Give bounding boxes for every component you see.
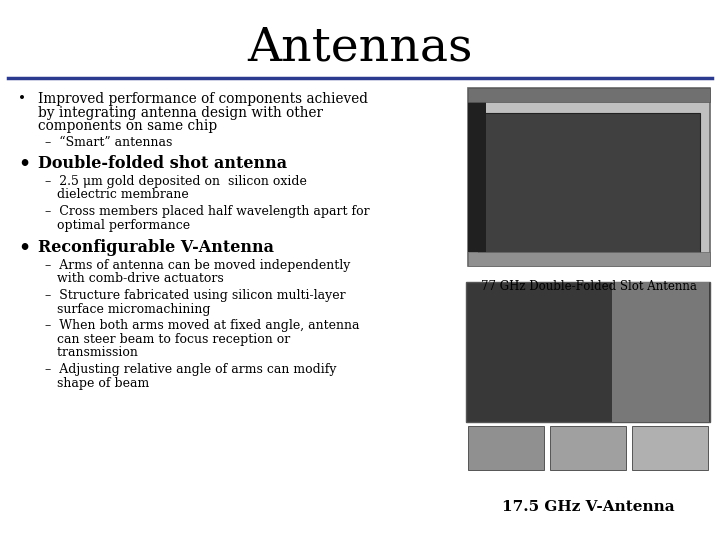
Text: Improved performance of components achieved: Improved performance of components achie… <box>38 92 368 106</box>
Text: 17.5 GHz V-Antenna: 17.5 GHz V-Antenna <box>502 500 675 514</box>
Bar <box>468 88 710 102</box>
Bar <box>550 426 626 470</box>
Text: transmission: transmission <box>45 347 138 360</box>
Bar <box>612 282 709 422</box>
Bar <box>478 113 700 261</box>
Text: –  “Smart” antennas: – “Smart” antennas <box>45 136 172 148</box>
Bar <box>466 282 710 422</box>
Text: can steer beam to focus reception or: can steer beam to focus reception or <box>45 333 290 346</box>
Text: –  When both arms moved at fixed angle, antenna: – When both arms moved at fixed angle, a… <box>45 320 359 333</box>
Text: –  Structure fabricated using silicon multi-layer: – Structure fabricated using silicon mul… <box>45 289 346 302</box>
Text: components on same chip: components on same chip <box>38 119 217 133</box>
Text: surface micromachining: surface micromachining <box>45 302 210 315</box>
Bar <box>632 426 708 470</box>
Text: Double-folded shot antenna: Double-folded shot antenna <box>38 154 287 172</box>
Bar <box>468 426 544 470</box>
Text: shape of beam: shape of beam <box>45 377 149 390</box>
Text: dielectric membrane: dielectric membrane <box>45 188 189 201</box>
Text: 77 GHz Double-Folded Slot Antenna: 77 GHz Double-Folded Slot Antenna <box>481 280 697 293</box>
Text: –  2.5 μm gold deposited on  silicon oxide: – 2.5 μm gold deposited on silicon oxide <box>45 174 307 187</box>
Bar <box>468 102 486 252</box>
Bar <box>468 88 710 266</box>
Text: –  Cross members placed half wavelength apart for: – Cross members placed half wavelength a… <box>45 205 369 218</box>
Text: –  Adjusting relative angle of arms can modify: – Adjusting relative angle of arms can m… <box>45 363 336 376</box>
Text: Antennas: Antennas <box>247 25 473 71</box>
Text: optimal performance: optimal performance <box>45 219 190 232</box>
Text: with comb-drive actuators: with comb-drive actuators <box>45 272 224 285</box>
Text: Reconfigurable V-Antenna: Reconfigurable V-Antenna <box>38 239 274 255</box>
Bar <box>468 252 710 266</box>
Text: •: • <box>18 92 26 106</box>
Text: –  Arms of antenna can be moved independently: – Arms of antenna can be moved independe… <box>45 259 351 272</box>
Text: by integrating antenna design with other: by integrating antenna design with other <box>38 105 323 119</box>
Text: •: • <box>18 154 30 172</box>
Text: •: • <box>18 239 30 256</box>
